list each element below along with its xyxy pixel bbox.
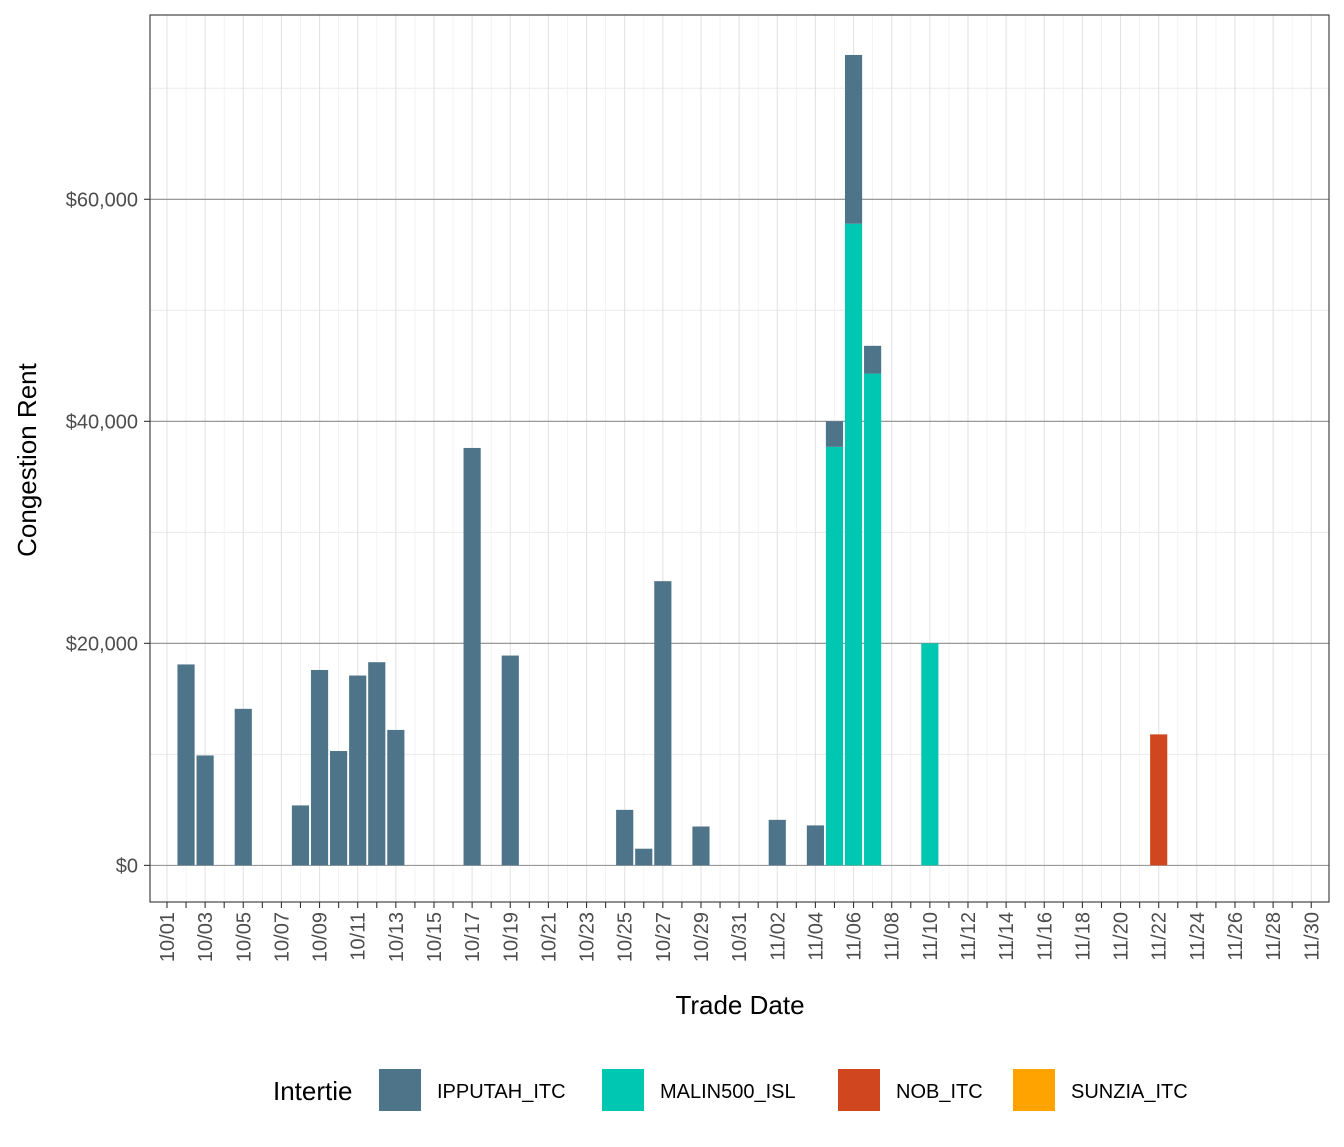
bar-ipputah-itc-10-09 — [310, 669, 329, 866]
x-tick-label: 11/06 — [844, 912, 866, 961]
x-tick-label: 10/05 — [233, 912, 255, 962]
y-tick-label: $60,000 — [66, 189, 138, 211]
bar-ipputah-itc-10-26 — [635, 848, 653, 866]
x-tick-label: 10/25 — [615, 912, 637, 962]
x-tick-label: 10/15 — [424, 912, 446, 962]
x-tick-label: 10/29 — [691, 912, 713, 962]
x-tick-label: 11/08 — [882, 912, 904, 961]
legend-swatch — [379, 1069, 421, 1111]
bar-ipputah-itc-11-02 — [768, 819, 786, 866]
x-axis-title: Trade Date — [675, 990, 804, 1020]
bar-malin500-isl-11-05 — [825, 446, 844, 866]
x-tick-label: 11/18 — [1072, 912, 1094, 961]
x-tick-label: 11/20 — [1111, 912, 1133, 961]
bar-malin500-isl-11-10 — [921, 643, 939, 866]
x-tick-label: 10/11 — [348, 912, 370, 961]
x-tick-label: 11/28 — [1263, 912, 1285, 961]
legend-title: Intertie — [273, 1076, 353, 1106]
x-tick-label: 10/01 — [157, 912, 179, 962]
x-tick-label: 11/26 — [1225, 912, 1247, 961]
legend-swatch — [602, 1069, 644, 1111]
legend-label: IPPUTAH_ITC — [437, 1081, 566, 1103]
x-tick-label: 11/16 — [1034, 912, 1056, 961]
y-axis: $0 $20,000 $40,000 $60,000 — [66, 189, 150, 877]
x-tick-label: 11/04 — [805, 912, 827, 961]
x-axis: 10/01 10/03 10/05 10/07 10/09 10/11 10/13 10/15… — [157, 902, 1323, 962]
x-tick-label: 11/02 — [767, 912, 789, 961]
bar-ipputah-itc-11-06 — [844, 54, 863, 224]
bar-ipputah-itc-10-12 — [368, 662, 386, 866]
legend-label: MALIN500_ISL — [660, 1081, 796, 1103]
bar-nob-itc-11-22 — [1150, 734, 1168, 866]
bar-ipputah-itc-10-13 — [387, 729, 405, 866]
bar-ipputah-itc-10-29 — [692, 826, 710, 866]
bar-ipputah-itc-11-07 — [864, 345, 882, 374]
y-tick-label: $0 — [116, 855, 138, 877]
x-tick-label: 11/30 — [1301, 912, 1323, 961]
x-tick-label: 10/09 — [310, 912, 332, 962]
bar-ipputah-itc-10-17 — [463, 447, 481, 866]
bars — [177, 54, 1168, 866]
x-tick-label: 11/14 — [996, 912, 1018, 961]
bar-ipputah-itc-11-05 — [825, 421, 844, 447]
x-tick-label: 11/24 — [1187, 912, 1209, 961]
bar-ipputah-itc-10-25 — [616, 809, 634, 866]
legend-swatch — [838, 1069, 880, 1111]
x-tick-label: 10/07 — [271, 912, 293, 962]
x-tick-label: 11/10 — [920, 912, 942, 961]
x-tick-label: 10/31 — [729, 912, 751, 962]
y-tick-label: $40,000 — [66, 411, 138, 433]
y-axis-title: Congestion Rent — [12, 362, 42, 556]
legend-label: SUNZIA_ITC — [1071, 1081, 1188, 1103]
bar-ipputah-itc-10-10 — [330, 751, 348, 866]
bar-ipputah-itc-10-19 — [501, 655, 519, 866]
legend-item-sunzia-itc: SUNZIA_ITC — [1013, 1069, 1188, 1111]
legend: Intertie IPPUTAH_ITC MALIN500_ISL NOB_ITC S… — [273, 1069, 1188, 1111]
legend-item-ipputah-itc: IPPUTAH_ITC — [379, 1069, 566, 1111]
y-tick-label: $20,000 — [66, 633, 138, 655]
bar-malin500-isl-11-07 — [864, 373, 882, 866]
bar-ipputah-itc-11-04 — [806, 825, 824, 866]
x-tick-label: 11/22 — [1149, 912, 1171, 961]
bar-ipputah-itc-10-05 — [234, 708, 252, 866]
bar-malin500-isl-11-06 — [844, 223, 863, 866]
x-tick-label: 10/23 — [577, 912, 599, 962]
bar-ipputah-itc-10-27 — [654, 581, 672, 866]
x-tick-label: 10/17 — [462, 912, 484, 962]
bar-ipputah-itc-10-08 — [291, 805, 310, 866]
x-tick-label: 10/03 — [195, 912, 217, 962]
bar-ipputah-itc-10-11 — [349, 675, 367, 866]
x-tick-label: 11/12 — [958, 912, 980, 961]
legend-item-nob-itc: NOB_ITC — [838, 1069, 983, 1111]
legend-item-malin500-isl: MALIN500_ISL — [602, 1069, 796, 1111]
legend-label: NOB_ITC — [896, 1081, 983, 1103]
x-tick-label: 10/13 — [386, 912, 408, 962]
legend-swatch — [1013, 1069, 1055, 1111]
bar-ipputah-itc-10-03 — [196, 755, 214, 866]
bar-ipputah-itc-10-02 — [177, 664, 195, 866]
x-tick-label: 10/19 — [500, 912, 522, 962]
x-tick-label: 10/21 — [538, 912, 560, 962]
x-tick-label: 10/27 — [653, 912, 675, 962]
